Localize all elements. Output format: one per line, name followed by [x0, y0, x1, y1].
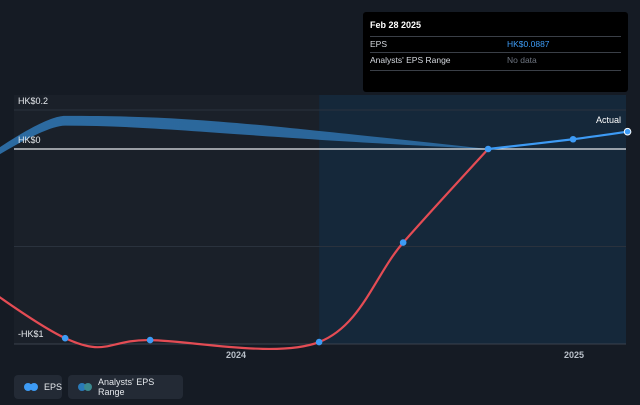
eps-point — [623, 127, 632, 136]
range-legend-icon — [78, 383, 92, 391]
eps-point — [315, 338, 323, 346]
eps-legend-icon — [24, 383, 38, 391]
actual-annotation: Actual — [595, 115, 621, 125]
eps-line-past — [0, 148, 489, 350]
eps-chart — [0, 95, 632, 350]
tooltip-range-value: No data — [507, 55, 537, 65]
tooltip-row-eps: EPS HK$0.0887 — [370, 36, 621, 52]
y-tick-label-top: HK$0.2 — [18, 96, 49, 106]
x-tick-label-2024: 2024 — [225, 350, 247, 360]
tooltip-date: Feb 28 2025 — [370, 20, 422, 30]
legend-range-label: Analysts' EPS Range — [98, 377, 155, 397]
tooltip-eps-label: EPS — [370, 39, 388, 49]
tooltip-range-label: Analysts' EPS Range — [370, 55, 451, 65]
eps-point — [484, 145, 492, 153]
analyst-range-band — [0, 115, 489, 155]
legend-eps-label: EPS — [44, 382, 63, 392]
eps-point — [399, 239, 407, 246]
tooltip-divider — [370, 70, 621, 71]
x-tick-label-2025: 2025 — [563, 350, 585, 360]
eps-point — [146, 336, 154, 344]
hover-tooltip: Feb 28 2025 EPS HK$0.0887 Analysts' EPS … — [363, 12, 628, 92]
eps-point — [61, 334, 69, 342]
y-tick-label-bottom: -HK$1 — [18, 329, 44, 339]
past-shade — [14, 95, 320, 344]
legend-eps-button[interactable]: EPS — [14, 375, 62, 399]
y-tick-label-zero: HK$0 — [18, 135, 41, 145]
eps-point — [569, 135, 577, 143]
forecast-shade — [319, 95, 626, 344]
tooltip-eps-value: HK$0.0887 — [507, 39, 550, 49]
tooltip-row-range: Analysts' EPS Range No data — [370, 52, 621, 68]
legend-range-button[interactable]: Analysts' EPS Range — [68, 375, 183, 399]
